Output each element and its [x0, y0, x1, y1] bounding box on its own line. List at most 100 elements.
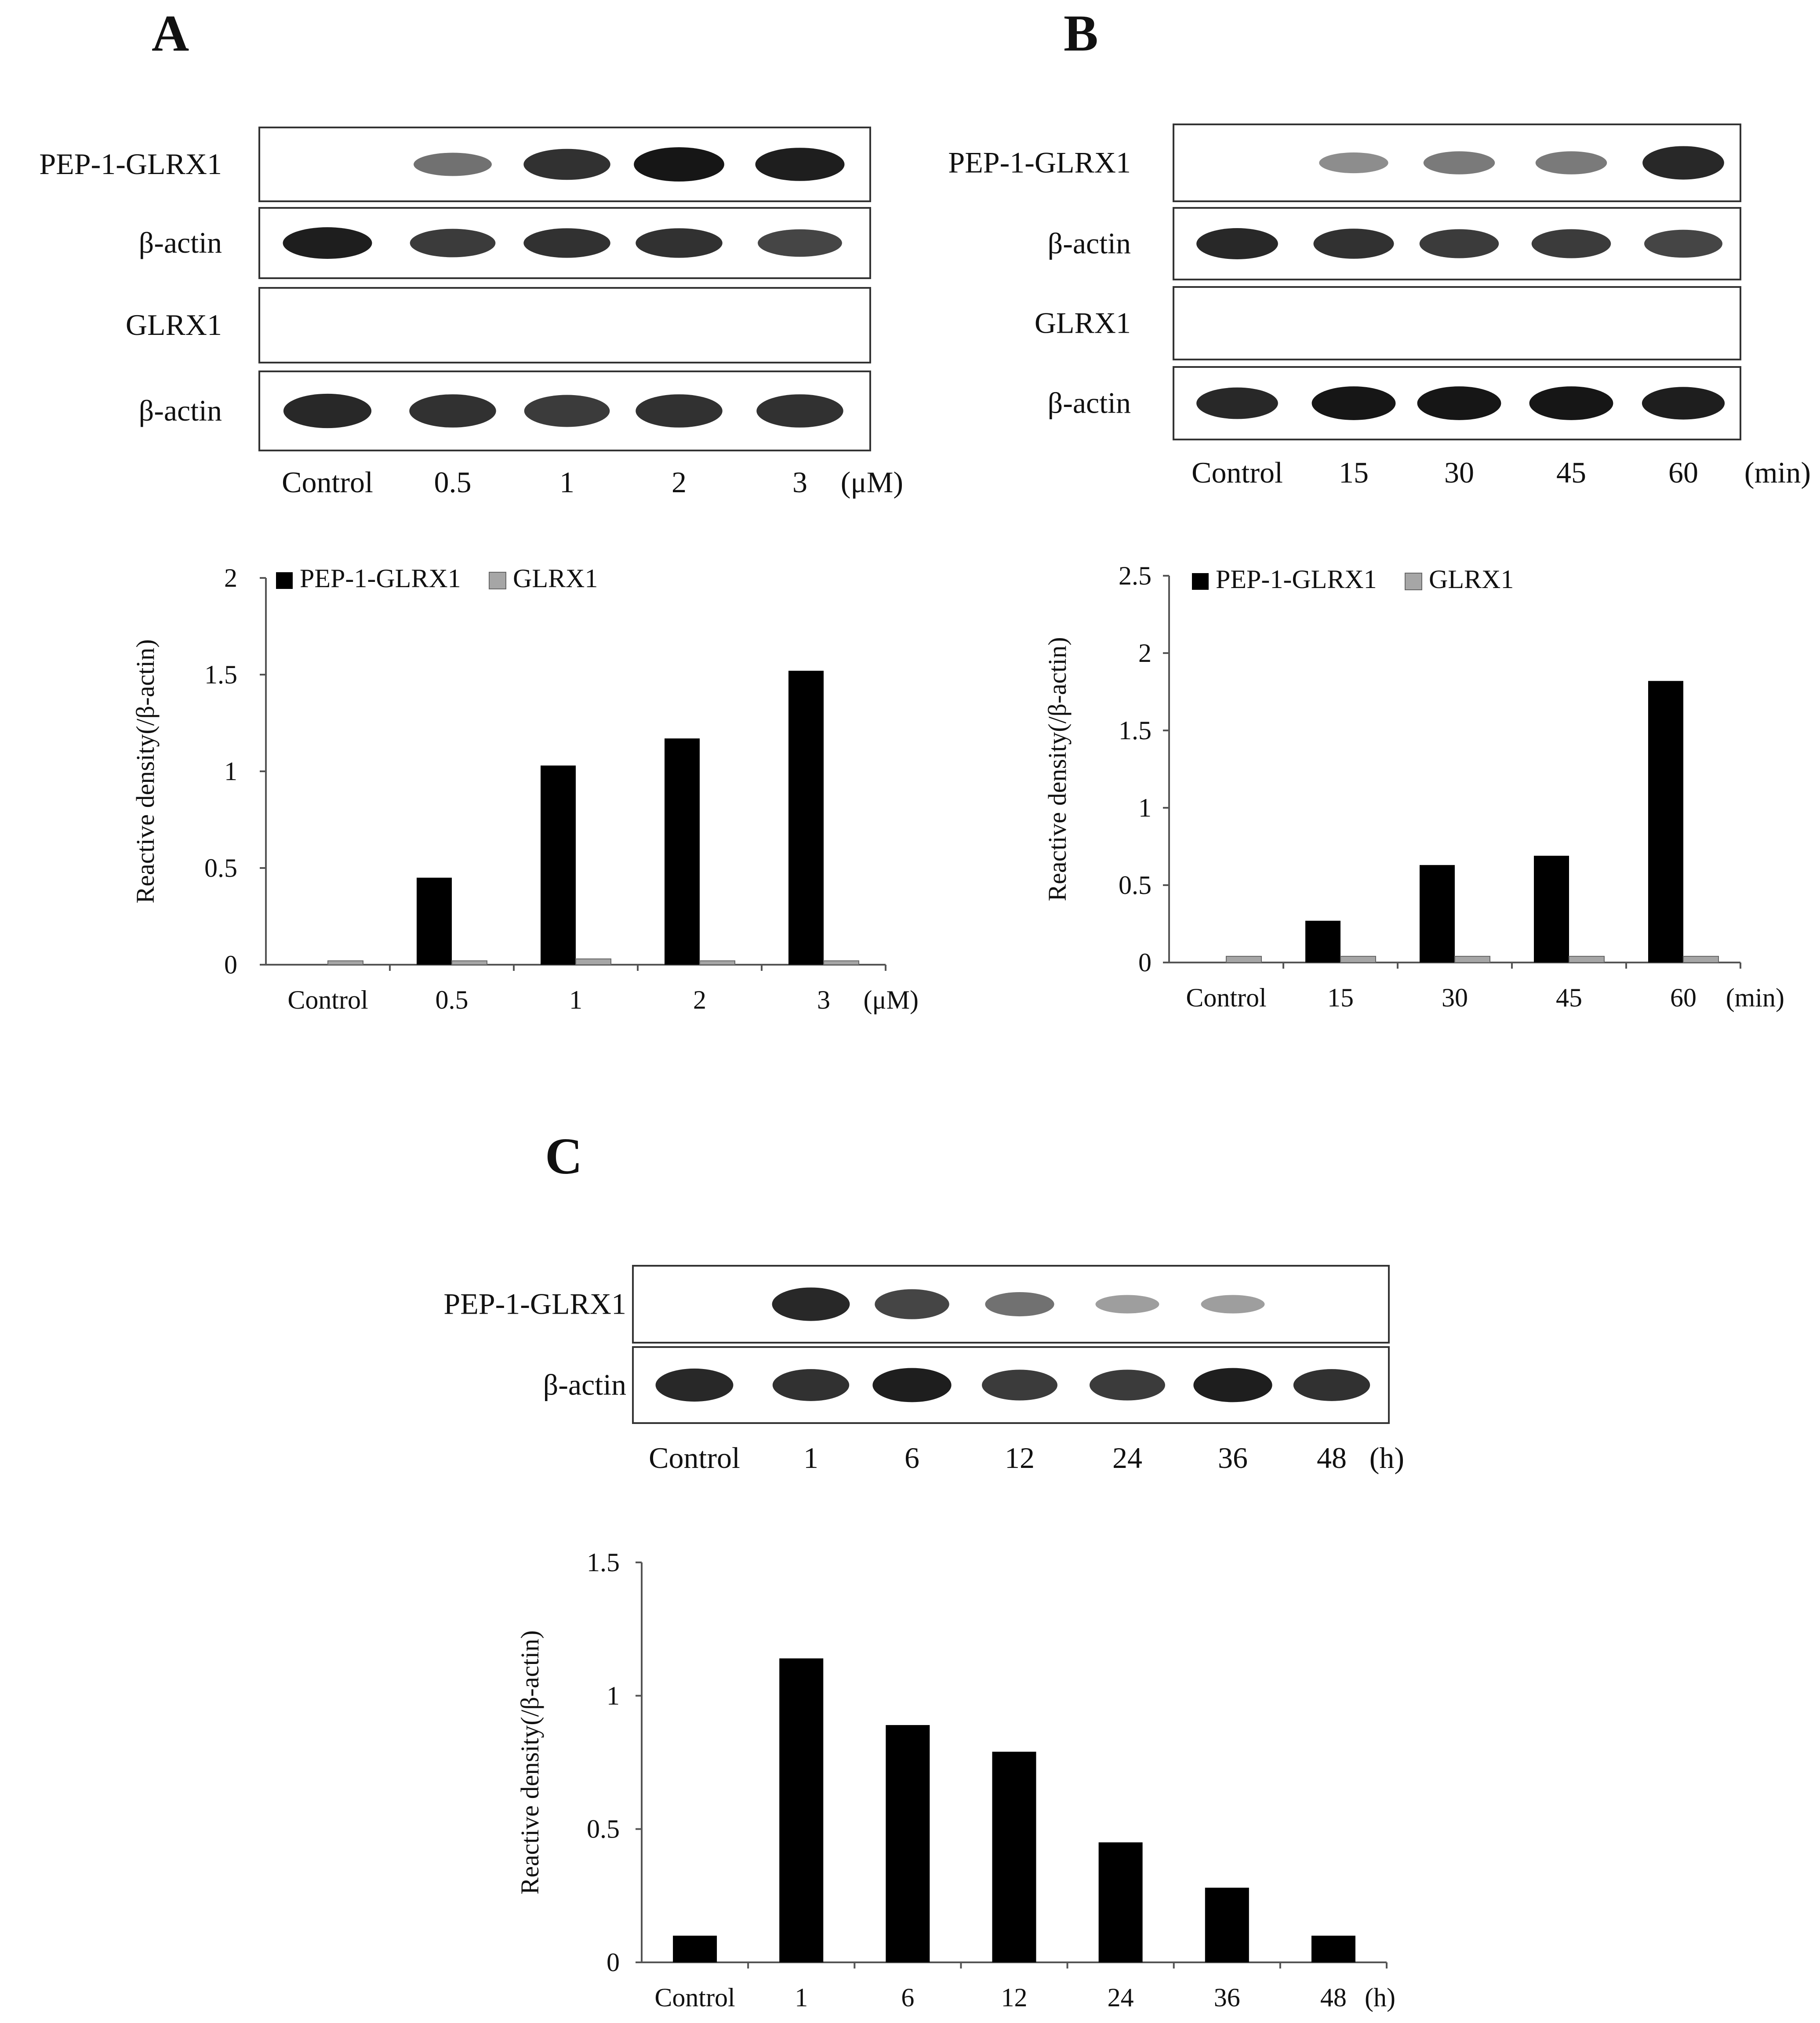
blot-band [636, 394, 723, 428]
bar-pep-1-glrx1-2 [665, 738, 700, 965]
blot-lane-label: 0.5 [434, 465, 472, 499]
panel-c-western-blot: PEP-1-GLRX1 β-actin Control 1 6 12 24 36 48 (h) [443, 1265, 1404, 1475]
blot-lane-label: 3 [792, 465, 807, 499]
blot-row-actin: β-actin [1048, 366, 1741, 440]
bar-pep-1-glrx1-15 [1305, 920, 1340, 962]
blot-band [636, 228, 723, 258]
blot-row-actin: β-actin [139, 207, 871, 279]
y-tick-label: 1.5 [1119, 716, 1152, 745]
blot-row-pep-1-glrx1: PEP-1-GLRX1 [443, 1265, 1390, 1344]
blot-band [772, 1287, 850, 1321]
blot-band [1193, 1368, 1272, 1402]
bar-series-1 [779, 1658, 824, 1962]
blot-row-pep-1-glrx1: PEP-1-GLRX1 [39, 127, 871, 202]
blot-row-label: PEP-1-GLRX1 [39, 147, 222, 181]
blot-band [1196, 228, 1278, 259]
y-tick-label: 1.5 [204, 660, 237, 689]
blot-lane-label: Control [282, 465, 373, 499]
blot-band [1417, 386, 1501, 420]
blot-band [1319, 152, 1388, 174]
bar-glrx1-2 [699, 960, 735, 965]
blot-lane-label: 12 [1005, 1441, 1035, 1475]
bar-glrx1-1 [575, 958, 611, 966]
blot-band [409, 394, 496, 428]
blot-band [414, 153, 492, 176]
blot-row-label: GLRX1 [126, 308, 222, 341]
panel-a-western-blot: PEP-1-GLRX1 β-actin GLRX1 β-actin Control 0.5… [39, 127, 903, 499]
blot-lane-label: 1 [803, 1441, 818, 1475]
blot-band [755, 148, 845, 181]
x-category-label: 45 [1556, 983, 1582, 1012]
panel-b-letter: B [1064, 4, 1098, 62]
panel-c-letter: C [545, 1127, 582, 1185]
blot-row-label: β-actin [1048, 386, 1131, 420]
blot-band [1311, 386, 1396, 420]
blot-band [1642, 387, 1725, 420]
blot-unit-label: (h) [1370, 1441, 1404, 1475]
blot-lane-label: Control [1192, 456, 1283, 489]
panel-b-bar-chart: 0 0.5 1 1.5 2 2.5 Control 15 30 45 60 (min) Reactive… [1043, 561, 1784, 1012]
x-category-label: 1 [795, 1983, 808, 2012]
blot-band [756, 394, 843, 428]
y-tick-label: 2.5 [1119, 561, 1152, 590]
blot-band [524, 395, 610, 427]
blot-lane-label: Control [649, 1441, 740, 1475]
blot-lane-label: 2 [672, 465, 687, 499]
legend-label: GLRX1 [513, 564, 598, 593]
panel-a-letter: A [152, 4, 189, 62]
bar-series-control [673, 1936, 717, 1962]
x-category-label: Control [287, 985, 368, 1014]
blot-band [283, 227, 372, 259]
bar-pep-1-glrx1-0-5 [417, 878, 452, 965]
panel-b-western-blot: PEP-1-GLRX1 β-actin GLRX1 β-actin Control 15 3… [948, 123, 1811, 489]
blot-row-label: GLRX1 [1035, 306, 1131, 340]
blot-row-actin: β-actin [139, 370, 871, 451]
blot-band [1419, 229, 1499, 258]
blot-row-label: PEP-1-GLRX1 [948, 146, 1131, 179]
legend-label: PEP-1-GLRX1 [300, 564, 461, 593]
blot-lane-label: 24 [1112, 1441, 1142, 1475]
bar-pep-1-glrx1-1 [541, 765, 576, 965]
y-tick-label: 2 [224, 563, 237, 592]
bar-pep-1-glrx1-60 [1648, 681, 1683, 962]
x-category-label: 60 [1670, 983, 1696, 1012]
blot-band [523, 149, 610, 180]
blot-lane-label: 45 [1556, 456, 1586, 489]
y-axis-title: Reactive density(/β-actin) [131, 639, 160, 903]
bar-glrx1-control [1226, 955, 1262, 963]
legend-swatch [1192, 573, 1209, 590]
blot-lane-label: 15 [1339, 456, 1369, 489]
x-category-label: Control [654, 1983, 735, 2012]
blot-membrane-box [258, 287, 871, 363]
x-category-label: 12 [1001, 1983, 1028, 2012]
bar-series-48 [1311, 1936, 1355, 1962]
bar-glrx1-control [327, 960, 363, 965]
x-category-label: 2 [693, 985, 706, 1014]
blot-unit-label: (μM) [841, 465, 903, 499]
y-tick-label: 1 [607, 1681, 620, 1710]
bar-glrx1-30 [1454, 955, 1490, 963]
x-category-label: 0.5 [436, 985, 469, 1014]
y-axis-title: Reactive density(/β-actin) [516, 1630, 544, 1894]
blot-band [772, 1369, 850, 1401]
x-unit-label: (μM) [864, 985, 919, 1014]
blot-band [1090, 1369, 1165, 1401]
blot-band [634, 147, 724, 182]
y-tick-label: 0 [224, 950, 237, 979]
blot-band [655, 1368, 734, 1402]
bar-glrx1-3 [823, 960, 859, 965]
bar-series-12 [992, 1751, 1036, 1962]
blot-row-label: β-actin [139, 394, 222, 427]
blot-lane-label: 60 [1668, 456, 1698, 489]
blot-row-pep-1-glrx1: PEP-1-GLRX1 [948, 123, 1741, 202]
blot-band [1201, 1295, 1265, 1314]
bar-series-6 [886, 1725, 930, 1962]
blot-band [410, 229, 496, 258]
bar-glrx1-15 [1340, 955, 1376, 963]
x-category-label: 48 [1320, 1983, 1347, 2012]
blot-unit-label: (min) [1744, 456, 1811, 489]
x-category-label: 1 [569, 985, 582, 1014]
blot-lane-label: 30 [1444, 456, 1474, 489]
bar-glrx1-60 [1683, 955, 1719, 963]
blot-lane-label: 6 [905, 1441, 919, 1475]
